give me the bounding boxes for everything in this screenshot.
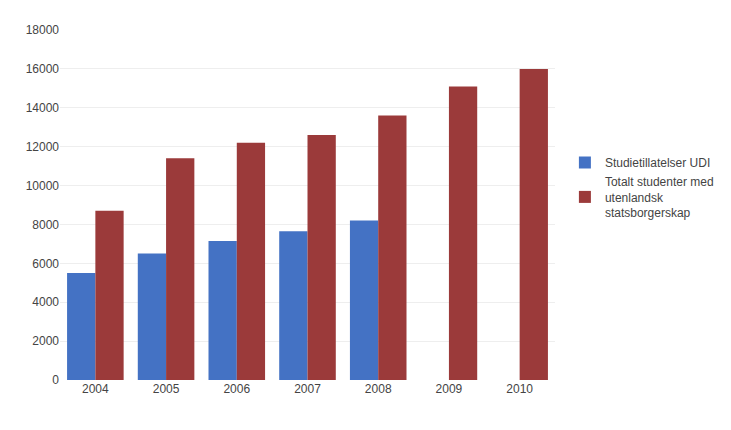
svg-text:2006: 2006 [223,382,250,396]
svg-text:0: 0 [52,373,59,387]
svg-text:Totalt studenter medutenlandsk: Totalt studenter medutenlandskstatsborge… [605,175,714,220]
svg-text:2007: 2007 [294,382,321,396]
svg-text:2005: 2005 [153,382,180,396]
svg-text:4000: 4000 [32,295,59,309]
svg-text:18000: 18000 [26,23,60,37]
svg-text:2008: 2008 [365,382,392,396]
svg-text:6000: 6000 [32,257,59,271]
svg-text:16000: 16000 [26,62,60,76]
svg-text:2004: 2004 [82,382,109,396]
svg-text:8000: 8000 [32,218,59,232]
svg-text:Studietillatelser UDI: Studietillatelser UDI [605,156,710,170]
svg-text:10000: 10000 [26,179,60,193]
svg-text:2010: 2010 [506,382,533,396]
svg-text:12000: 12000 [26,140,60,154]
svg-text:14000: 14000 [26,101,60,115]
svg-text:2000: 2000 [32,334,59,348]
svg-text:2009: 2009 [436,382,463,396]
